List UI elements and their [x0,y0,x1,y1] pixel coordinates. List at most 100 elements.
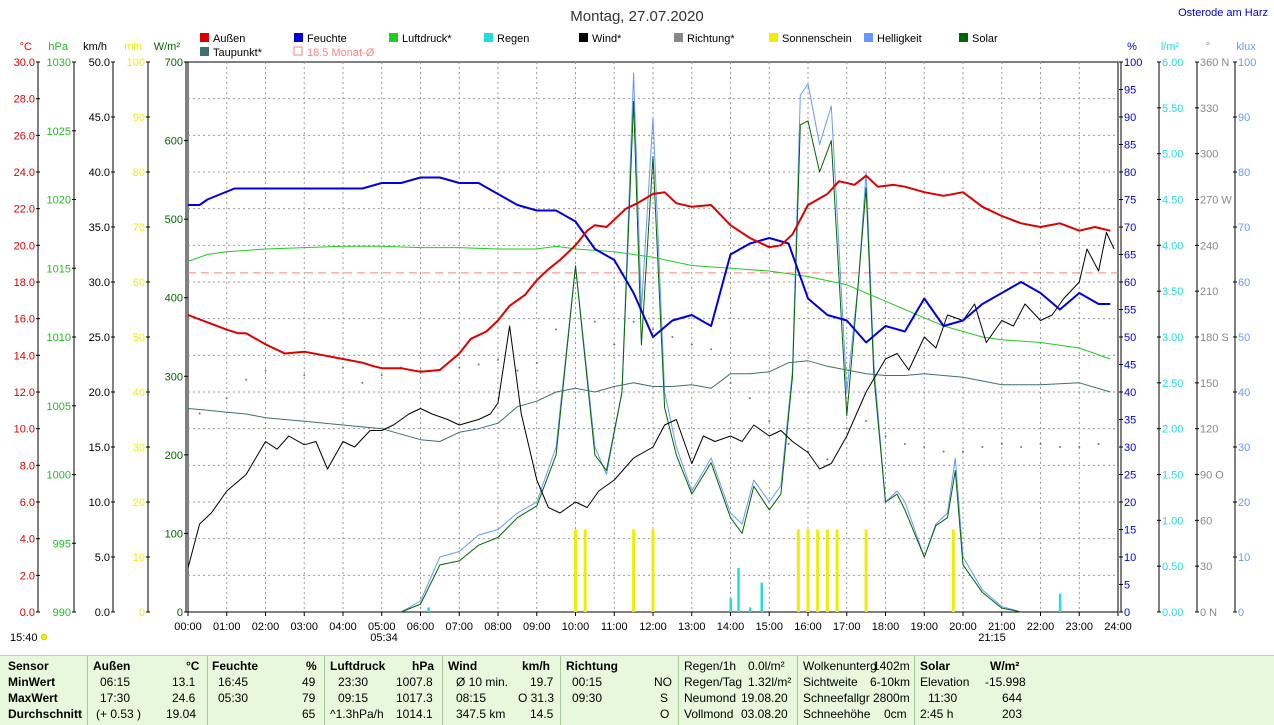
x-tick-label: 03:00 [290,621,318,633]
chart-bars [427,529,1062,612]
sichtweite-value: 6-10km [870,675,911,689]
temp-tick-label: 10.0 [14,424,35,436]
regen-tag-label: Regen/Tag [684,675,743,689]
wolkenunterg-label: Wolkenunterg [803,659,877,673]
humidity-tick-label: 90 [1124,112,1136,124]
x-tick-label: 19:00 [910,621,938,633]
legend-label: Außen [213,33,245,45]
right-axes: 0 5 10 15 20 25 30 35 40 45 50 55 60 65 70 75 80 85 90 95 10… [1119,41,1256,619]
direction-point [942,450,945,453]
legend-swatch [484,33,493,42]
pressure-tick-label: 1030 [47,57,71,69]
wind-tick-label: 50.0 [89,57,110,69]
legend-label: Regen [497,33,529,45]
direction-tick-label: 330 [1200,103,1218,115]
series-line-außen [187,174,1111,373]
direction-tick-label: 0 N [1200,607,1217,619]
direction-tick-label: 180 S [1200,332,1229,344]
rain-bar [729,598,732,612]
x-tick-label: 20:00 [949,621,977,633]
sunshine-bar [574,529,577,612]
temp-tick-label: 26.0 [14,130,35,142]
humidity-tick-label: 20 [1124,497,1136,509]
legend-swatch [200,47,209,56]
rain-tick-label: 2.00 [1162,424,1183,436]
humidity-tick-label: 0 [1124,607,1130,619]
aussen-unit: °C [186,659,200,673]
direction-tick-label: 30 [1200,561,1212,573]
feuchte-max-value: 79 [302,691,316,705]
richtung-header: Richtung [566,659,618,673]
solar-tick-label: 300 [165,371,183,383]
direction-point [303,374,306,377]
direction-point [845,427,848,430]
temp-tick-label: 22.0 [14,204,35,216]
temp-tick-label: 30.0 [14,57,35,69]
direction-tick-label: 90 O [1200,470,1224,482]
sunshine-bar [796,529,800,612]
sunshine-tick-label: 80 [133,167,145,179]
direction-tick-label: 120 [1200,424,1218,436]
direction-tick-label: 360 N [1200,57,1229,69]
direction-point [1000,442,1003,445]
sunshine-bar [816,529,820,612]
legend-swatch [959,33,968,42]
aussen-avg-delta: (+ 0.53 ) [96,707,142,721]
aussen-max-value: 24.6 [172,691,196,705]
richtung-min-time: 00:15 [572,675,603,689]
temp-tick-label: 20.0 [14,240,35,252]
direction-point [380,374,383,377]
direction-tick-label: 270 W [1200,195,1232,207]
legend-label: Helligkeit [877,33,922,45]
x-tick-label: 12:00 [639,621,667,633]
humidity-tick-label: 85 [1124,140,1136,152]
wind-axis-unit: km/h [83,41,107,53]
humidity-tick-label: 75 [1124,195,1136,207]
direction-point [1039,442,1042,445]
sun-icon [40,633,48,641]
vollmond-label: Vollmond [684,707,734,721]
regen-1h-value: 0.0l/m² [748,659,785,673]
direction-point [516,369,519,372]
direction-point [962,450,964,453]
brightness-tick-label: 40 [1238,387,1250,399]
brightness-axis-unit: klux [1236,41,1256,53]
wind-distance: 347.5 km [456,707,506,721]
x-tick-label: 13:00 [678,621,706,633]
solar-tick-label: 600 [165,136,183,148]
humidity-tick-label: 30 [1124,442,1136,454]
luftdruck-max-value: 1017.3 [396,691,433,705]
legend-label: Sonnenschein [782,33,852,45]
sunshine-axis-unit: min [124,41,142,53]
rain-tick-label: 1.00 [1162,515,1183,527]
neumond-value: 19.08.20 [741,691,788,705]
temp-axis-unit: °C [20,41,32,53]
x-tick-label: 01:00 [213,621,241,633]
sensor-max: MaxWert [8,691,58,705]
solar-avg-value: 203 [1002,707,1023,721]
legend-swatch [769,33,778,42]
wind-tick-label: 15.0 [89,442,110,454]
legend-swatch [294,33,303,42]
brightness-tick-label: 20 [1238,497,1250,509]
feuchte-avg-value: 65 [302,707,316,721]
direction-point [652,328,654,331]
x-tick-label: 10:00 [562,621,590,633]
sunshine-bar [583,529,587,612]
solar-tick-label: 500 [165,214,183,226]
direction-point [748,397,751,400]
series-line-helligkeit [400,72,1022,613]
brightness-tick-label: 70 [1238,222,1250,234]
pressure-axis-unit: hPa [48,41,68,53]
luftdruck-min-value: 1007.8 [396,675,433,689]
wind-avg-value: 14.5 [530,707,554,721]
rain-tick-label: 1.50 [1162,470,1183,482]
left-axes: 0.0 2.0 4.0 6.0 8.0 10.0 12.0 14.0 16.0 18.0 20.0 2… [14,41,188,619]
pressure-tick-label: 1025 [47,126,71,138]
legend-swatch [293,46,303,56]
solar-tick-label: 700 [165,57,183,69]
feuchte-unit: % [306,659,317,673]
temp-tick-label: 6.0 [20,497,35,509]
temp-tick-label: 2.0 [20,570,35,582]
rain-bar [748,607,752,612]
